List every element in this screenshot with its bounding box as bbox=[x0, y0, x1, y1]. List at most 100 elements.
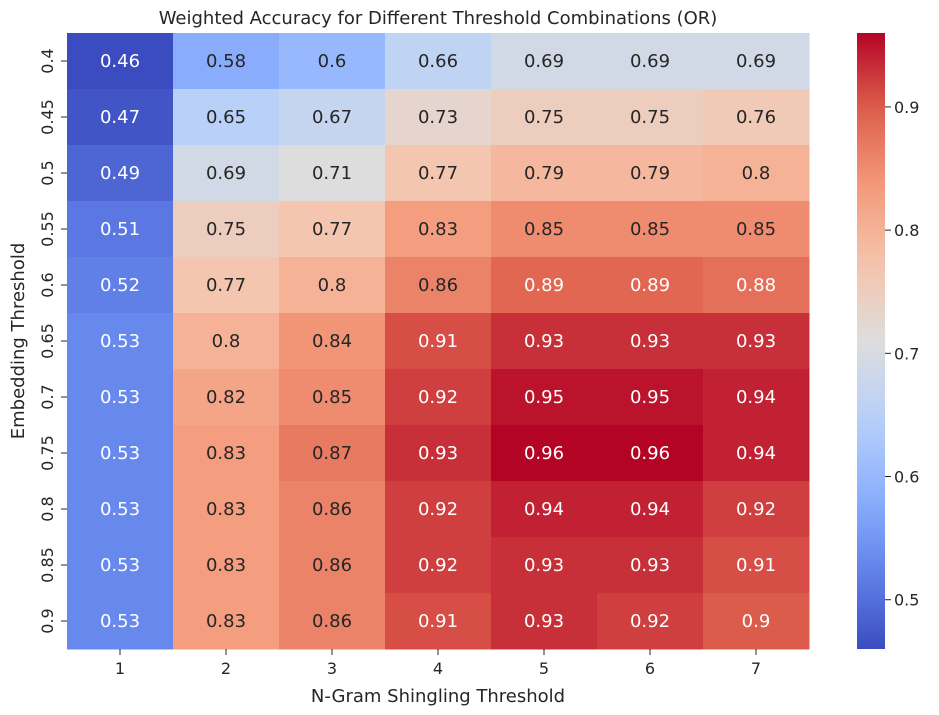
y-tick-label: 0.5 bbox=[38, 160, 57, 185]
cell-value-label: 0.86 bbox=[418, 275, 458, 296]
cell-value-label: 0.77 bbox=[206, 275, 246, 296]
heatmap-cell bbox=[703, 537, 810, 594]
heatmap-cell bbox=[597, 33, 704, 90]
cell-value-label: 0.52 bbox=[100, 275, 140, 296]
heatmap-cell bbox=[491, 593, 598, 650]
heatmap-cell bbox=[173, 33, 280, 90]
cell-value-label: 0.85 bbox=[312, 387, 352, 408]
heatmap-cell bbox=[173, 257, 280, 314]
y-tick-label: 0.45 bbox=[38, 99, 57, 135]
heatmap-cell bbox=[385, 593, 492, 650]
cell-value-label: 0.88 bbox=[736, 275, 776, 296]
heatmap-cell bbox=[703, 89, 810, 146]
heatmap-cell bbox=[597, 425, 704, 482]
cell-value-label: 0.83 bbox=[418, 219, 458, 240]
cell-value-label: 0.92 bbox=[418, 555, 458, 576]
cell-value-label: 0.92 bbox=[418, 387, 458, 408]
cell-value-label: 0.89 bbox=[524, 275, 564, 296]
heatmap-cell bbox=[173, 481, 280, 538]
cell-value-label: 0.85 bbox=[736, 219, 776, 240]
heatmap-cell bbox=[67, 33, 174, 90]
cell-value-label: 0.87 bbox=[312, 443, 352, 464]
cell-value-label: 0.75 bbox=[206, 219, 246, 240]
heatmap-cell bbox=[279, 201, 386, 258]
x-axis-label: N-Gram Shingling Threshold bbox=[311, 686, 565, 707]
heatmap-cell bbox=[597, 89, 704, 146]
x-tick-label: 5 bbox=[539, 659, 549, 678]
heatmap-cell bbox=[491, 481, 598, 538]
heatmap-cell bbox=[703, 145, 810, 202]
y-tick-label: 0.75 bbox=[38, 435, 57, 471]
cell-value-label: 0.79 bbox=[630, 163, 670, 184]
heatmap-cell bbox=[279, 89, 386, 146]
heatmap-cell bbox=[173, 313, 280, 370]
cell-value-label: 0.92 bbox=[630, 611, 670, 632]
y-tick-label: 0.7 bbox=[38, 384, 57, 409]
heatmap-cell bbox=[491, 425, 598, 482]
heatmap-cell bbox=[67, 425, 174, 482]
cell-value-label: 0.85 bbox=[630, 219, 670, 240]
cell-value-label: 0.92 bbox=[736, 499, 776, 520]
heatmap-cell bbox=[67, 145, 174, 202]
cell-value-label: 0.93 bbox=[524, 331, 564, 352]
heatmap-cell bbox=[279, 313, 386, 370]
cell-value-label: 0.73 bbox=[418, 107, 458, 128]
cell-value-label: 0.77 bbox=[312, 219, 352, 240]
cell-value-label: 0.71 bbox=[312, 163, 352, 184]
heatmap-cell bbox=[385, 89, 492, 146]
cell-value-label: 0.8 bbox=[742, 163, 771, 184]
cell-value-label: 0.47 bbox=[100, 107, 140, 128]
heatmap-cells: 0.46 0.58 0.6 0.66 0.69 0.69 0.69 0.47 0.65 0.67 0… bbox=[67, 33, 810, 650]
cell-value-label: 0.51 bbox=[100, 219, 140, 240]
heatmap-cell bbox=[173, 145, 280, 202]
cell-value-label: 0.91 bbox=[418, 331, 458, 352]
cell-value-label: 0.69 bbox=[736, 51, 776, 72]
cell-value-label: 0.96 bbox=[524, 443, 564, 464]
cell-value-label: 0.93 bbox=[736, 331, 776, 352]
cell-value-label: 0.53 bbox=[100, 611, 140, 632]
cell-value-label: 0.53 bbox=[100, 387, 140, 408]
cell-value-label: 0.85 bbox=[524, 219, 564, 240]
cell-value-label: 0.94 bbox=[736, 387, 776, 408]
heatmap-cell bbox=[67, 481, 174, 538]
heatmap-cell bbox=[279, 425, 386, 482]
heatmap-cell bbox=[703, 593, 810, 650]
heatmap-cell bbox=[385, 481, 492, 538]
cell-value-label: 0.69 bbox=[630, 51, 670, 72]
heatmap-cell bbox=[279, 145, 386, 202]
colorbar-tick-label: 0.5 bbox=[894, 591, 919, 610]
heatmap-cell bbox=[703, 33, 810, 90]
cell-value-label: 0.66 bbox=[418, 51, 458, 72]
heatmap-cell bbox=[67, 89, 174, 146]
heatmap-cell bbox=[703, 257, 810, 314]
cell-value-label: 0.94 bbox=[630, 499, 670, 520]
colorbar-tick-label: 0.6 bbox=[894, 468, 919, 487]
heatmap-cell bbox=[385, 257, 492, 314]
y-tick-label: 0.6 bbox=[38, 272, 57, 297]
heatmap-cell bbox=[67, 593, 174, 650]
cell-value-label: 0.79 bbox=[524, 163, 564, 184]
heatmap-cell bbox=[491, 537, 598, 594]
heatmap-cell bbox=[597, 201, 704, 258]
cell-value-label: 0.53 bbox=[100, 443, 140, 464]
y-tick-label: 0.85 bbox=[38, 547, 57, 583]
cell-value-label: 0.83 bbox=[206, 499, 246, 520]
heatmap-cell bbox=[279, 481, 386, 538]
heatmap-cell bbox=[279, 33, 386, 90]
colorbar-ticks: 0.5 0.6 0.7 0.8 0.9 bbox=[885, 98, 919, 610]
heatmap-cell bbox=[597, 369, 704, 426]
heatmap-cell bbox=[703, 201, 810, 258]
heatmap-cell bbox=[703, 425, 810, 482]
heatmap-cell bbox=[173, 593, 280, 650]
cell-value-label: 0.96 bbox=[630, 443, 670, 464]
heatmap-cell bbox=[597, 313, 704, 370]
heatmap-cell bbox=[173, 89, 280, 146]
heatmap-cell bbox=[385, 145, 492, 202]
cell-value-label: 0.91 bbox=[418, 611, 458, 632]
cell-value-label: 0.8 bbox=[212, 331, 241, 352]
cell-value-label: 0.53 bbox=[100, 555, 140, 576]
heatmap-cell bbox=[491, 201, 598, 258]
x-tick-label: 1 bbox=[115, 659, 125, 678]
y-tick-label: 0.9 bbox=[38, 608, 57, 633]
cell-value-label: 0.93 bbox=[630, 555, 670, 576]
